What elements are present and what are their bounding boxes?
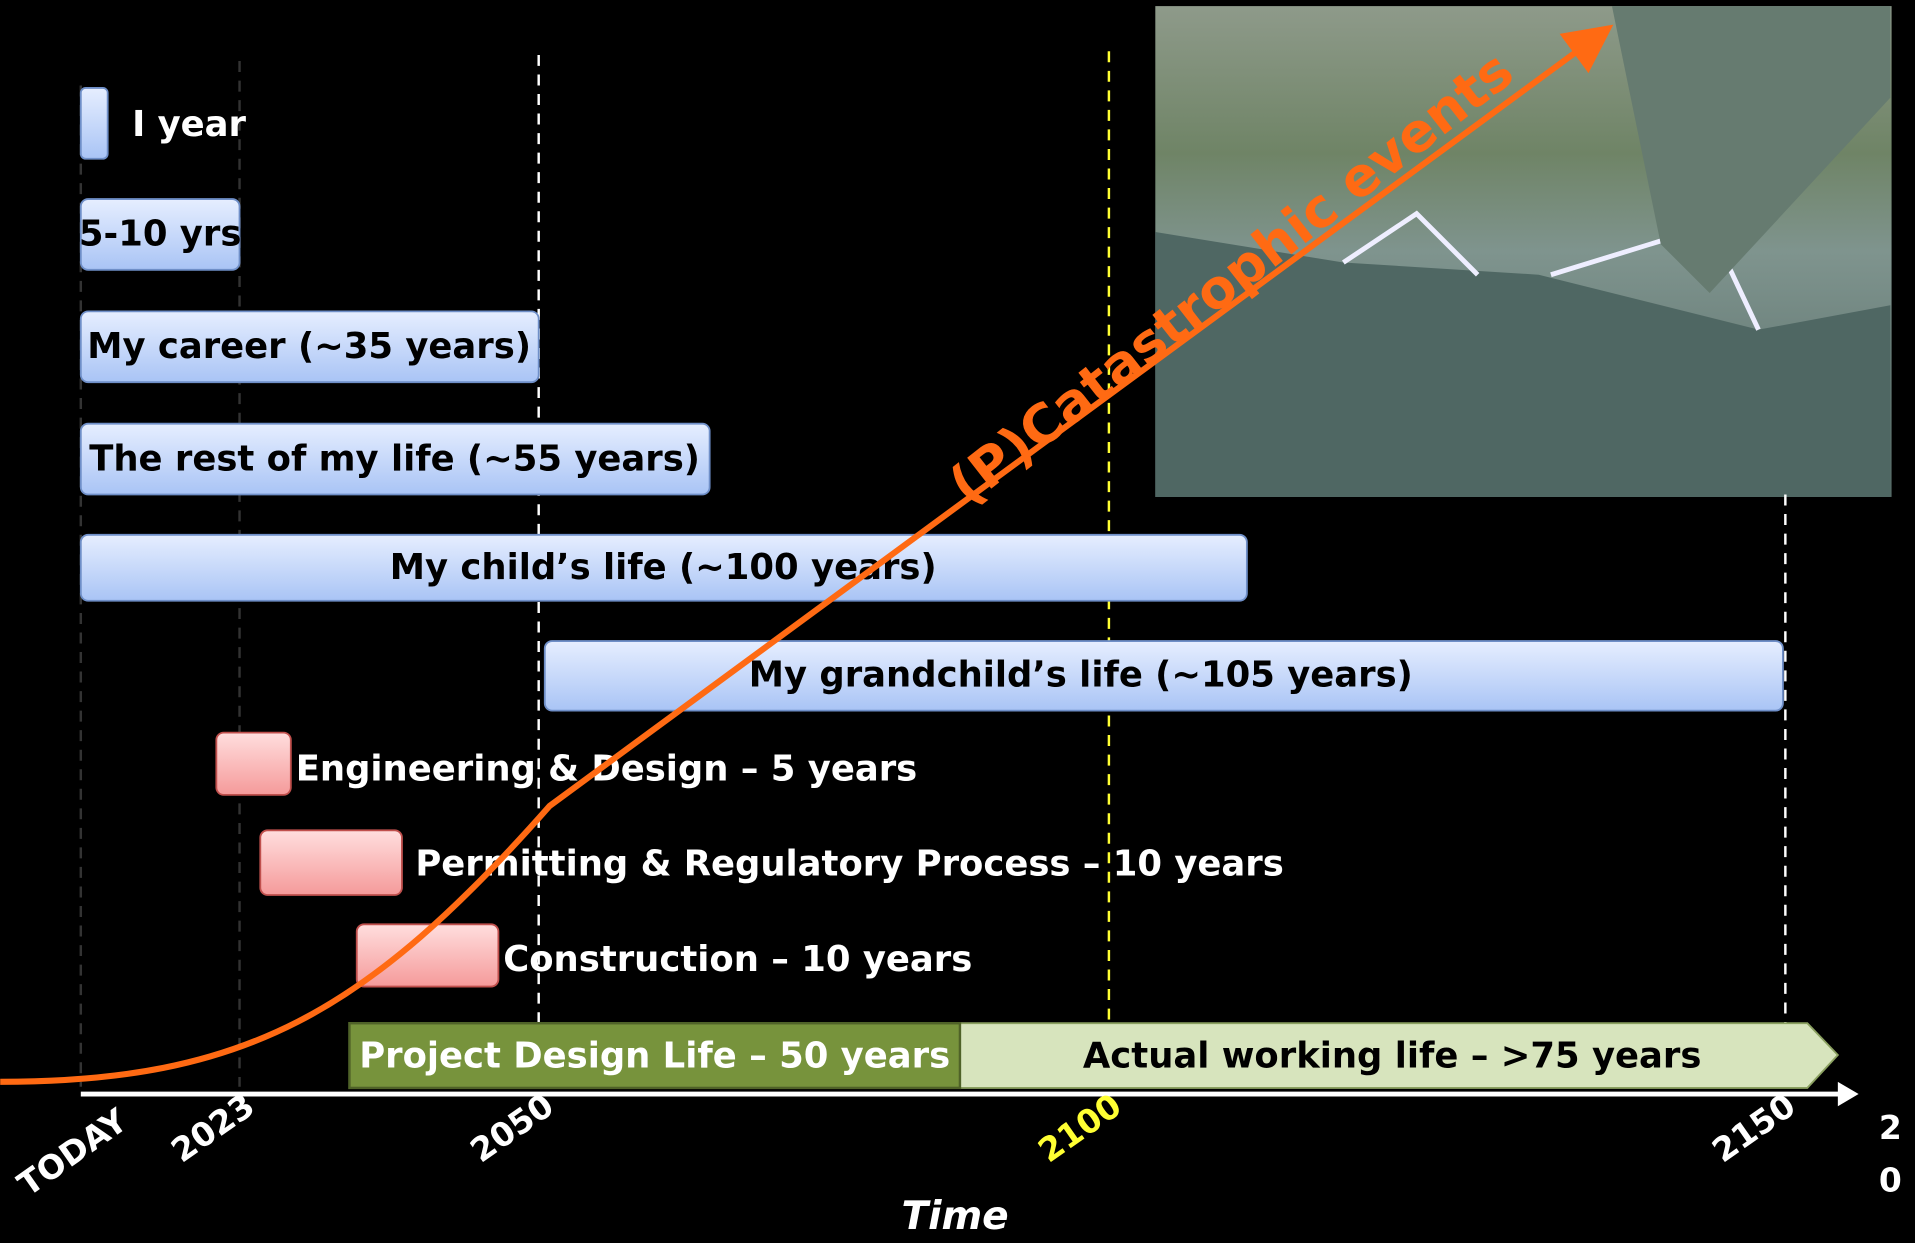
design-life-bar	[348, 1021, 962, 1090]
actual-life-label: Actual working life – >75 years	[1083, 1035, 1701, 1076]
axis-arrow	[1837, 1081, 1859, 1107]
tick-label-cut: 2	[1879, 1108, 1902, 1147]
phase-label: Engineering & Design – 5 years	[296, 748, 918, 789]
tick-label: 2150	[1705, 1086, 1803, 1171]
axis-title: Time	[901, 1194, 1008, 1239]
bar-label: My career (~35 years)	[87, 326, 531, 367]
tick-label-cut: 0	[1879, 1160, 1902, 1199]
phase-bars	[215, 731, 500, 988]
bar-label: 5-10 yrs	[79, 214, 241, 255]
risk-curve	[0, 24, 1614, 1085]
tick-label: 2100	[1031, 1086, 1129, 1171]
timespan-bars	[79, 86, 1784, 712]
tick-label: 2023	[164, 1086, 262, 1171]
design-life-label: Project Design Life – 50 years	[359, 1035, 950, 1076]
bar-label: My child’s life (~100 years)	[390, 547, 937, 588]
bar-label: My grandchild’s life (~105 years)	[749, 654, 1413, 695]
bar-label: The rest of my life (~55 years)	[89, 438, 700, 479]
tick-label: 2050	[463, 1086, 561, 1171]
phase-label: Construction – 10 years	[503, 939, 972, 980]
bar-label: I year	[132, 104, 246, 145]
tick-label: TODAY	[10, 1100, 135, 1204]
phase-label: Permitting & Regulatory Process – 10 yea…	[415, 844, 1283, 885]
